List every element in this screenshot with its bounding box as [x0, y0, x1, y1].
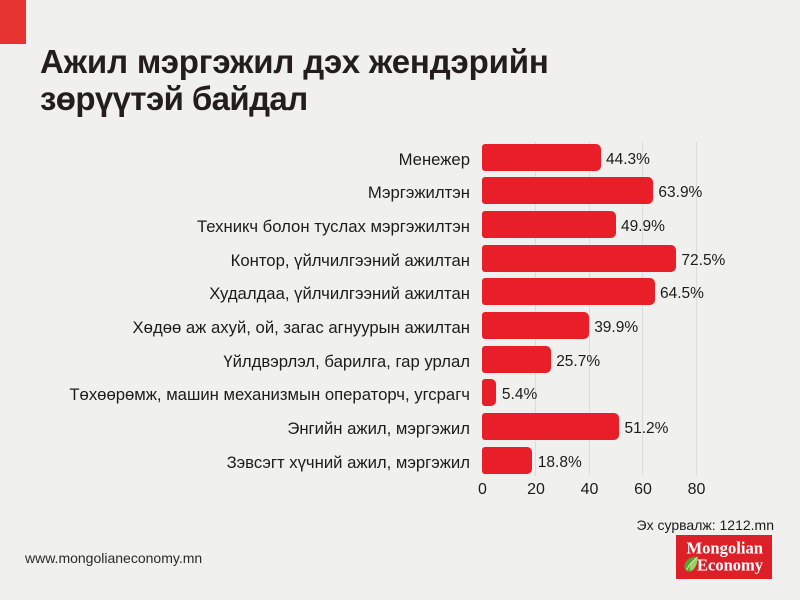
svg-text:Mongolian: Mongolian — [686, 539, 763, 558]
svg-text:Economy: Economy — [697, 556, 764, 575]
